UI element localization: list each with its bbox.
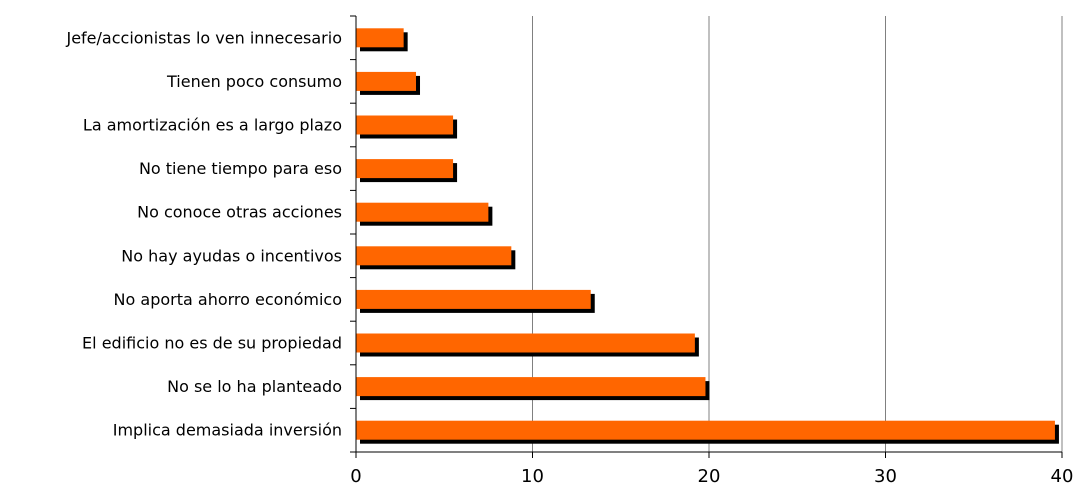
bar	[356, 202, 489, 222]
tick-labels: 0 10 20 30 40	[350, 466, 1073, 487]
bar	[356, 71, 417, 91]
x-tick-label: 30	[874, 466, 897, 487]
bar	[356, 28, 404, 48]
category-label: La amortización es a largo plazo	[83, 116, 342, 135]
category-labels: Jefe/accionistas lo ven innecesario Tiene…	[65, 28, 342, 439]
category-label: No se lo ha planteado	[167, 377, 342, 396]
category-label: No tiene tiempo para eso	[139, 159, 342, 178]
category-label: No conoce otras acciones	[137, 203, 342, 222]
x-tick-label: 20	[698, 466, 721, 487]
bar	[356, 420, 1055, 440]
x-tick-label: 40	[1051, 466, 1074, 487]
bar	[356, 246, 512, 266]
category-label: No aporta ahorro económico	[114, 290, 342, 309]
category-label: Implica demasiada inversión	[113, 421, 342, 440]
bar	[356, 115, 454, 135]
category-label: El edificio no es de su propiedad	[82, 334, 342, 353]
x-tick-label: 0	[350, 466, 361, 487]
bars	[356, 28, 1059, 444]
category-label: No hay ayudas o incentivos	[121, 246, 342, 265]
category-label: Jefe/accionistas lo ven innecesario	[65, 28, 342, 47]
category-label: Tienen poco consumo	[166, 72, 342, 91]
bar	[356, 289, 591, 309]
axes	[350, 15, 1063, 458]
x-tick-label: 10	[521, 466, 544, 487]
bar	[356, 159, 454, 179]
bar	[356, 377, 706, 397]
bar	[356, 333, 695, 353]
